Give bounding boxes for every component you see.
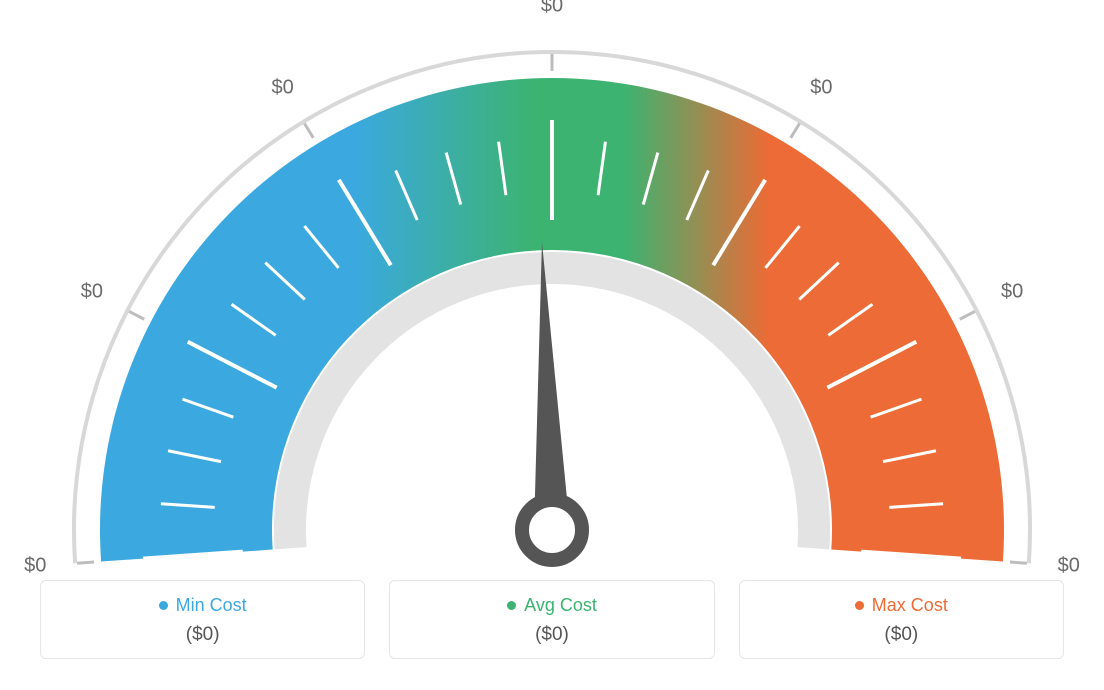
gauge-tick-label: $0: [24, 555, 46, 578]
legend-card-min: Min Cost ($0): [40, 580, 365, 659]
legend-dot-min: [159, 601, 168, 610]
legend-value-min: ($0): [51, 624, 354, 646]
gauge-tick-label: $0: [1001, 281, 1023, 304]
legend-label-max: Max Cost: [872, 595, 948, 616]
gauge-tick-label: $0: [541, 0, 563, 18]
gauge-tick-label: $0: [81, 281, 103, 304]
legend-title-min: Min Cost: [159, 595, 247, 616]
gauge-chart: $0$0$0$0$0$0$0: [0, 0, 1104, 570]
legend-value-max: ($0): [750, 624, 1053, 646]
legend-dot-max: [855, 601, 864, 610]
legend-value-avg: ($0): [400, 624, 703, 646]
legend-card-avg: Avg Cost ($0): [389, 580, 714, 659]
legend-card-max: Max Cost ($0): [739, 580, 1064, 659]
legend-label-avg: Avg Cost: [524, 595, 597, 616]
gauge-tick-label: $0: [1058, 555, 1080, 578]
legend-row: Min Cost ($0) Avg Cost ($0) Max Cost ($0…: [0, 580, 1104, 659]
legend-title-max: Max Cost: [855, 595, 948, 616]
legend-label-min: Min Cost: [176, 595, 247, 616]
legend-title-avg: Avg Cost: [507, 595, 597, 616]
gauge-tick-label: $0: [272, 76, 294, 99]
legend-dot-avg: [507, 601, 516, 610]
gauge-tick-label: $0: [810, 76, 832, 99]
